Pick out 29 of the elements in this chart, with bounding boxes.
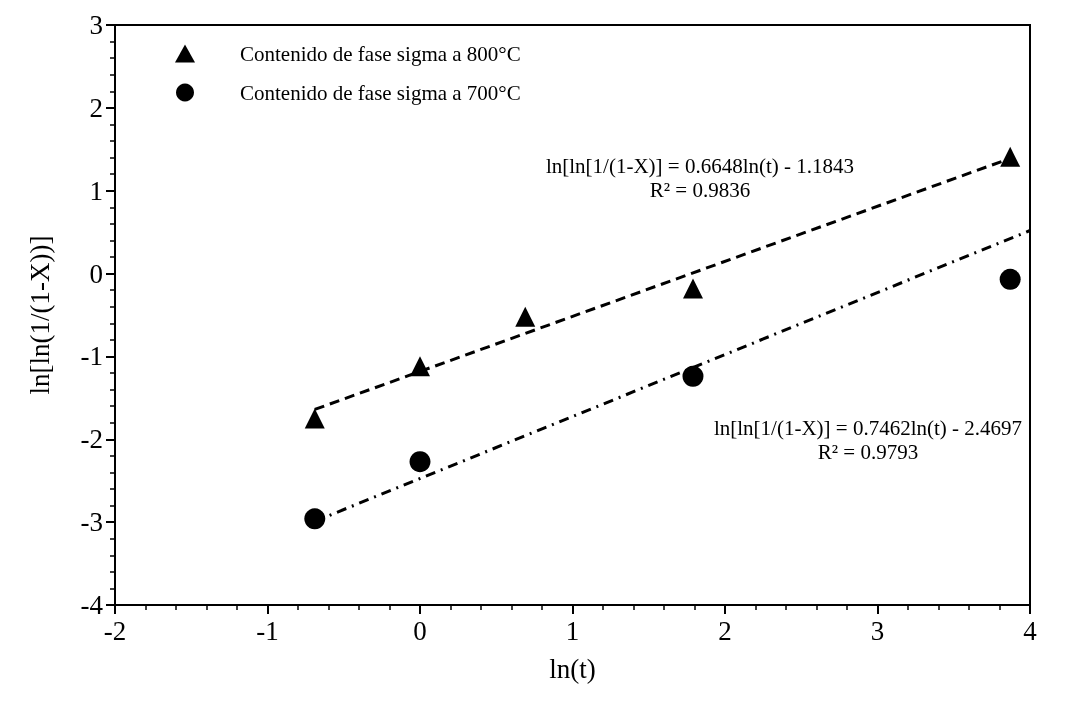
x-tick-label: 2 bbox=[718, 615, 732, 646]
y-tick-label: 0 bbox=[89, 258, 103, 289]
point bbox=[409, 451, 431, 473]
y-axis-title: ln[ln(1/(1-X))] bbox=[24, 235, 55, 395]
y-tick-label: 1 bbox=[89, 175, 103, 206]
point bbox=[304, 408, 325, 429]
x-tick-label: 3 bbox=[870, 615, 885, 646]
point bbox=[410, 356, 430, 377]
y-tick-label: 3 bbox=[89, 10, 103, 40]
point bbox=[1000, 146, 1021, 167]
y-tick-label: 2 bbox=[89, 92, 103, 123]
annotation: ln[ln[1/(1-X)] = 0.7462ln(t) - 2.4697 R² = 0.9793 bbox=[713, 416, 1023, 464]
y-tick-label: -1 bbox=[80, 341, 103, 372]
y-tick-label: -2 bbox=[80, 424, 103, 455]
x-tick-label: 4 bbox=[1023, 615, 1038, 646]
legend-label: Contenido de fase sigma a 800°C bbox=[240, 41, 521, 66]
point bbox=[682, 365, 704, 387]
point bbox=[304, 508, 326, 530]
x-tick-label: -1 bbox=[256, 615, 279, 646]
x-axis-title: ln(t) bbox=[549, 653, 596, 684]
x-tick-label: 1 bbox=[565, 615, 580, 646]
x-tick-label: 0 bbox=[413, 615, 427, 646]
y-tick-label: -3 bbox=[80, 507, 103, 538]
point bbox=[515, 306, 536, 327]
annotation: ln[ln[1/(1-X)] = 0.6648ln(t) - 1.1843 R² = 0.9836 bbox=[545, 154, 855, 202]
y-tick-label: -4 bbox=[80, 590, 104, 620]
point bbox=[682, 278, 703, 299]
legend-label: Contenido de fase sigma a 700°C bbox=[240, 80, 521, 105]
point bbox=[999, 268, 1021, 290]
